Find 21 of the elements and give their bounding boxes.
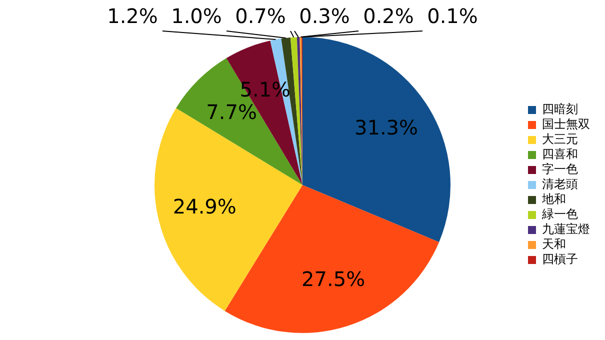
data-label: 0.1% [427, 4, 478, 28]
data-label: 1.0% [171, 4, 222, 28]
data-label: 27.5% [302, 267, 366, 292]
data-label: 31.3% [354, 115, 418, 140]
legend-label: 四槓子 [542, 252, 578, 266]
legend-label: 地和 [541, 192, 566, 206]
legend-label: 字一色 [542, 162, 578, 176]
data-label: 0.2% [363, 4, 414, 28]
legend-label: 天和 [542, 237, 566, 252]
legend-label: 清老頭 [542, 177, 578, 192]
legend-label: 緑一色 [541, 207, 578, 222]
data-label: 24.9% [172, 194, 236, 219]
legend-label: 国士無双 [542, 117, 590, 132]
legend-label: 九蓮宝燈 [542, 222, 590, 236]
legend-label: 四喜和 [542, 147, 578, 162]
data-label: 0.7% [235, 4, 286, 28]
data-label: 0.3% [299, 4, 350, 28]
data-label: 7.7% [206, 100, 257, 124]
legend-label: 大三元 [542, 132, 578, 146]
legend-label: 四暗刻 [542, 102, 578, 116]
data-label: 1.2% [107, 4, 158, 28]
